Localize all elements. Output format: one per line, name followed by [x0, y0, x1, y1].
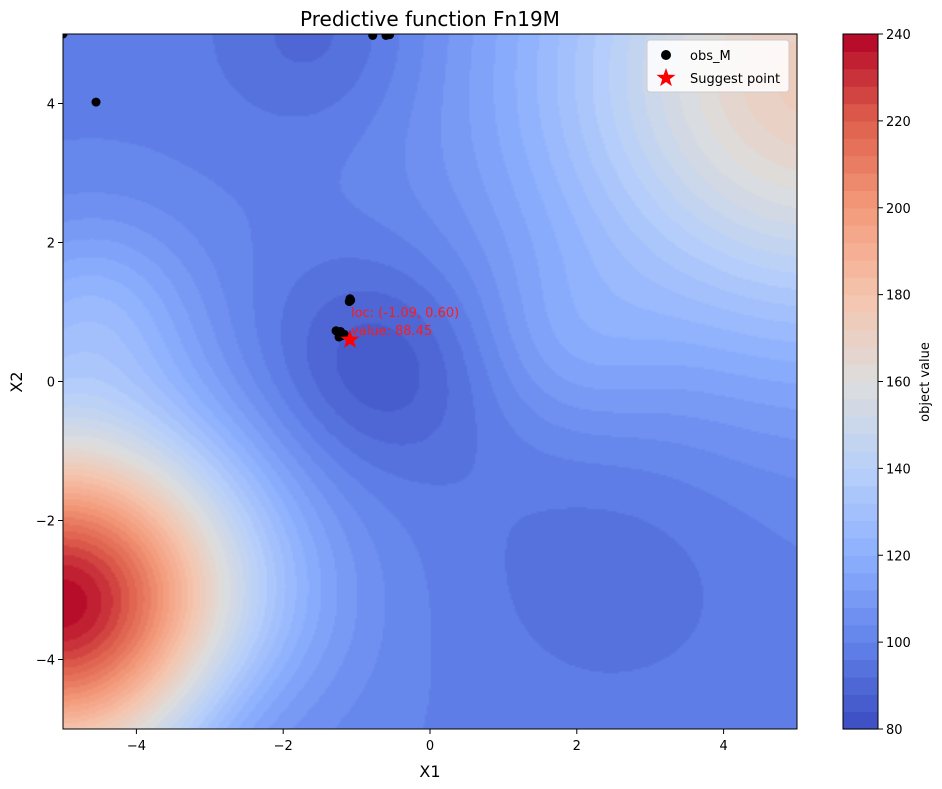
- colorbar-band-17: [843, 416, 878, 435]
- colorbar-band-27: [843, 242, 878, 261]
- colorbar-band-29: [843, 207, 878, 226]
- y-axis: −4 −2 0 2 4: [36, 98, 63, 669]
- legend: obs_M Suggest point: [646, 39, 790, 93]
- colorbar-band-13: [843, 485, 878, 504]
- colorbar-band-19: [843, 381, 878, 400]
- colorbar-band-20: [843, 364, 878, 383]
- colorbar-band-2: [843, 676, 878, 695]
- colorbar-band-32: [843, 155, 878, 174]
- scatter-layer: [63, 34, 395, 348]
- colorbar-band-35: [843, 103, 878, 122]
- colorbar-tick-label-0: 80: [886, 723, 903, 738]
- colorbar-band-12: [843, 503, 878, 522]
- colorbar-band-37: [843, 68, 878, 87]
- colorbar-tick-label-2: 120: [886, 549, 911, 564]
- plot-area: [63, 34, 797, 729]
- colorbar-band-38: [843, 51, 878, 70]
- colorbar-band-15: [843, 451, 878, 469]
- obs-point-7: [346, 295, 356, 305]
- x-tick-label-1: −2: [274, 739, 293, 754]
- colorbar-band-31: [843, 173, 878, 191]
- colorbar-band-14: [843, 468, 878, 487]
- legend-label-suggest: Suggest point: [690, 72, 780, 87]
- colorbar-band-4: [843, 642, 878, 661]
- obs-point-0: [63, 34, 68, 39]
- colorbar-band-39: [843, 34, 878, 52]
- colorbar-band-28: [843, 225, 878, 244]
- legend-box: [646, 39, 790, 93]
- colorbar-band-34: [843, 120, 878, 139]
- colorbar-band-10: [843, 537, 878, 556]
- contour-field: [63, 34, 797, 729]
- x-tick-label-0: −4: [127, 739, 146, 754]
- y-tick-label-3: 2: [47, 237, 55, 252]
- colorbar-band-18: [843, 398, 878, 417]
- y-tick-label-1: −2: [36, 515, 55, 530]
- colorbar-tick-label-1: 100: [886, 636, 911, 651]
- colorbar-tick-label-7: 220: [886, 115, 911, 130]
- x-tick-label-2: 0: [426, 739, 434, 754]
- colorbar-band-11: [843, 520, 878, 539]
- colorbar: 80 100 120 140 160 180 200 220 240 object value: [842, 28, 933, 738]
- obs-point-4: [385, 34, 395, 40]
- colorbar-band-7: [843, 590, 878, 608]
- colorbar-band-36: [843, 86, 878, 105]
- x-axis: −4 −2 0 2 4: [127, 729, 728, 754]
- colorbar-band-5: [843, 624, 878, 643]
- colorbar-band-1: [843, 694, 878, 713]
- colorbar-band-9: [843, 555, 878, 574]
- y-tick-label-0: −4: [36, 654, 55, 669]
- annotation-0: loc: (-1.09, 0.60): [351, 306, 459, 321]
- y-axis-label: X2: [7, 371, 26, 392]
- colorbar-band-22: [843, 329, 878, 348]
- obs-point-1: [91, 97, 101, 107]
- obs-point-2: [368, 34, 378, 40]
- colorbar-tick-label-4: 160: [886, 376, 911, 391]
- annotation-layer: loc: (-1.09, 0.60) value: 88.45: [351, 306, 459, 339]
- colorbar-band-26: [843, 259, 878, 278]
- colorbar-band-21: [843, 346, 878, 365]
- suggest-point-star-0: [340, 329, 360, 348]
- colorbar-label: object value: [918, 342, 933, 422]
- colorbar-band-23: [843, 312, 878, 330]
- colorbar-tick-label-3: 140: [886, 462, 911, 477]
- colorbar-band-0: [843, 711, 878, 730]
- x-axis-label: X1: [419, 762, 440, 781]
- legend-marker-star-icon: [656, 68, 676, 87]
- colorbar-tick-label-5: 180: [886, 289, 911, 304]
- colorbar-band-25: [843, 277, 878, 296]
- colorbar-band-33: [843, 138, 878, 157]
- colorbar-band-30: [843, 190, 878, 209]
- colorbar-band-16: [843, 433, 878, 452]
- annotation-1: value: 88.45: [351, 324, 432, 339]
- chart-title: Predictive function Fn19M: [300, 7, 560, 31]
- y-tick-label-4: 4: [47, 98, 55, 113]
- obs-point-12: [339, 329, 349, 339]
- x-tick-label-4: 4: [719, 739, 727, 754]
- colorbar-band-6: [843, 607, 878, 626]
- y-tick-label-2: 0: [47, 376, 55, 391]
- x-tick-label-3: 2: [573, 739, 581, 754]
- colorbar-bands: [843, 34, 878, 730]
- colorbar-band-8: [843, 572, 878, 591]
- colorbar-tick-label-6: 200: [886, 202, 911, 217]
- colorbar-tick-label-8: 240: [886, 28, 911, 43]
- colorbar-band-24: [843, 294, 878, 313]
- legend-marker-obs: [661, 50, 671, 60]
- colorbar-ticks: 80 100 120 140 160 180 200 220 240: [878, 28, 911, 738]
- colorbar-band-3: [843, 659, 878, 678]
- legend-label-obs: obs_M: [690, 49, 731, 64]
